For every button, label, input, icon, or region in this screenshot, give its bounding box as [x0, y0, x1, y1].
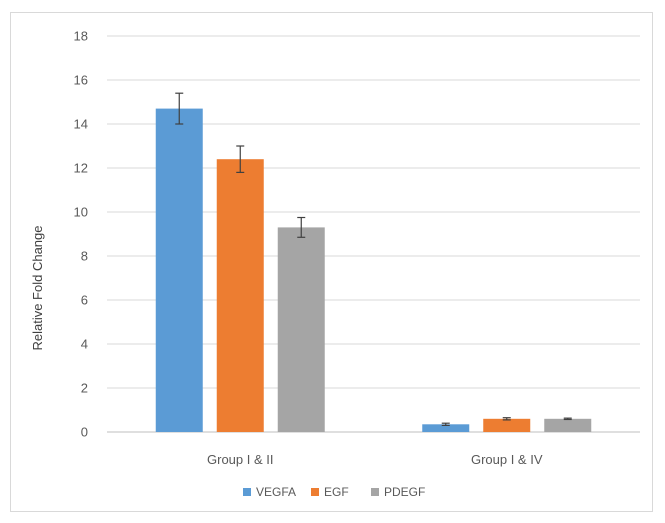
y-tick-label: 16	[74, 73, 88, 88]
legend: VEGFA EGF PDEGF	[243, 485, 425, 499]
y-tick-label: 8	[81, 249, 88, 264]
x-tick-label: Group I & IV	[471, 452, 543, 467]
y-tick-label: 2	[81, 381, 88, 396]
bars	[155, 108, 592, 432]
error-bars	[175, 92, 572, 426]
bar-vegfa-2	[422, 424, 470, 432]
legend-label-egf: EGF	[324, 485, 349, 499]
bar-pdegf-1	[277, 227, 325, 432]
bar-egf-2	[483, 418, 531, 432]
y-tick-label: 10	[74, 205, 88, 220]
y-tick-label: 14	[74, 117, 88, 132]
y-tick-label: 4	[81, 337, 88, 352]
y-tick-label: 12	[74, 161, 88, 176]
bar-pdegf-2	[544, 418, 592, 432]
x-tick-labels: Group I & II Group I & IV	[207, 452, 543, 467]
y-axis-title: Relative Fold Change	[30, 225, 45, 350]
y-tick-label: 18	[74, 29, 88, 44]
x-tick-label: Group I & II	[207, 452, 273, 467]
y-tick-label: 6	[81, 293, 88, 308]
legend-swatch-pdegf	[371, 488, 379, 496]
legend-label-pdegf: PDEGF	[384, 485, 425, 499]
legend-swatch-vegfa	[243, 488, 251, 496]
y-tick-labels: 0 2 4 6 8 10 12 14 16 18	[74, 29, 88, 440]
y-tick-label: 0	[81, 425, 88, 440]
bar-vegfa-1	[155, 108, 203, 432]
legend-swatch-egf	[311, 488, 319, 496]
bar-egf-1	[216, 159, 264, 432]
legend-label-vegfa: VEGFA	[256, 485, 296, 499]
